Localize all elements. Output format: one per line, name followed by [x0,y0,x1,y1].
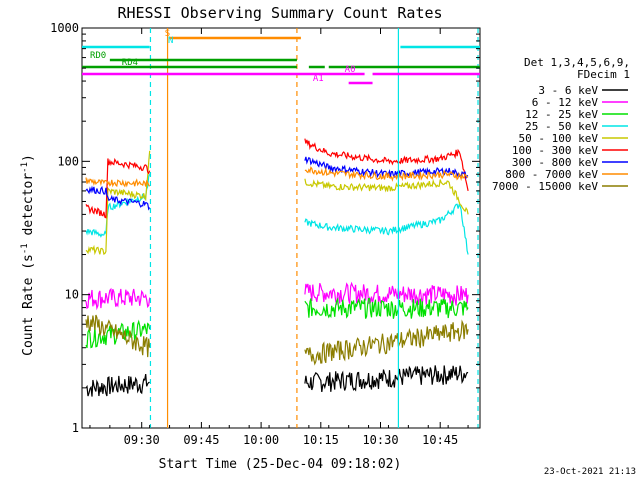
y-tick-label-3: 1000 [50,21,79,35]
x-tick-label-0: 09:30 [124,433,160,447]
series-1-segment-0 [85,287,151,311]
x-tick-label-4: 10:30 [362,433,398,447]
y-tick-label-0: 1 [72,421,79,435]
legend-title-1: FDecim 1 [577,68,630,81]
state-label-5: A0 [345,65,356,75]
state-label-3: RD0 [90,51,106,61]
series-7-segment-1 [304,166,469,182]
chart-title: RHESSI Observing Summary Count Rates [117,4,442,22]
legend-label-8: 7000 - 15000 keV [492,180,598,193]
series-7 [85,166,469,188]
legend-title-0: Det 1,3,4,5,6,9, [524,56,630,69]
x-tick-label-1: 09:45 [183,433,219,447]
state-label-6: A1 [313,74,324,84]
x-tick-label-3: 10:15 [303,433,339,447]
legend-label-7: 800 - 7000 keV [505,168,598,181]
x-axis-label: Start Time (25-Dec-04 09:18:02) [159,457,402,472]
plot-area [81,27,481,429]
y-axis-label: Count Rate (s-1 detector-1) [20,154,36,356]
state-label-4: RD4 [122,58,138,68]
y-axis-ticks: 1 10 100 1000 [50,21,480,435]
series-8-segment-0 [85,314,151,358]
legend-label-4: 50 - 100 keV [519,132,599,145]
y-tick-label-2: 100 [57,154,79,168]
plot-frame [81,27,481,429]
y-tick-label-1: 10 [65,288,79,302]
x-tick-label-2: 10:00 [243,433,279,447]
legend-label-0: 3 - 6 keV [538,84,598,97]
legend-label-3: 25 - 50 keV [525,120,598,133]
series-0-segment-1 [304,365,469,392]
state-label-1: S [165,29,170,39]
series-1-segment-1 [304,281,469,306]
series-7-segment-0 [85,177,151,188]
series-4 [85,150,469,256]
series-5-segment-1 [304,138,469,192]
legend-label-2: 12 - 25 keV [525,108,598,121]
series-2-segment-1 [304,296,469,319]
x-axis-ticks: 09:30 09:45 10:00 10:15 10:30 10:45 [89,28,469,447]
series-5 [85,138,469,219]
legend-label-5: 100 - 300 keV [512,144,598,157]
state-label-2: N [168,36,173,46]
series-1 [85,281,469,311]
series-0-segment-0 [85,373,150,397]
series-5-segment-0 [85,157,151,219]
legend-label-1: 6 - 12 keV [532,96,599,109]
series-4-segment-1 [304,178,469,215]
series-4-segment-0 [85,150,151,256]
x-tick-label-5: 10:45 [422,433,458,447]
legend-label-6: 300 - 800 keV [512,156,598,169]
series-0 [85,365,469,397]
series-3-segment-1 [304,203,469,255]
series-3 [85,174,469,255]
timestamp: 23-Oct-2021 21:13 [544,467,636,477]
series-6-segment-0 [85,185,151,211]
instrument-state-bars: SN RD0 RD4 A0 A1 [82,29,480,85]
series-8 [85,314,469,366]
series-8-segment-1 [304,319,469,366]
